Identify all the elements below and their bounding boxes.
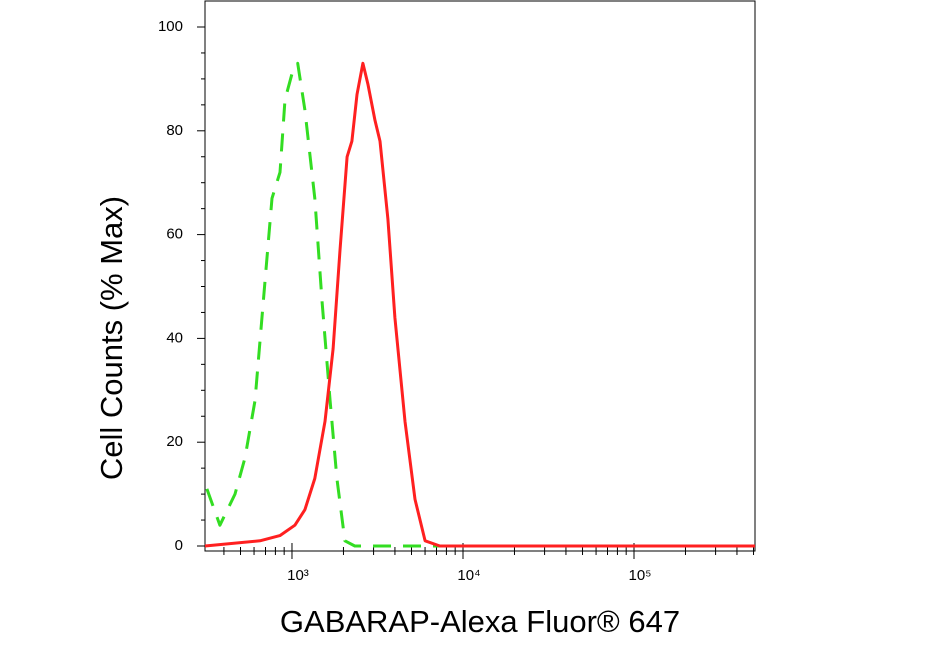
series-line — [204, 61, 755, 548]
y-axis-title: Cell Counts (% Max) — [94, 196, 129, 480]
y-tick-label: 40 — [166, 329, 183, 346]
x-axis-title: GABARAP-Alexa Fluor® 647 — [280, 604, 680, 639]
plot-frame — [204, 0, 756, 552]
x-tick-label: 10⁴ — [457, 567, 480, 584]
y-tick-label: 100 — [158, 18, 183, 35]
series-line — [205, 61, 755, 548]
x-tick-label: 10⁵ — [629, 567, 652, 584]
y-tick-label: 0 — [175, 537, 183, 554]
y-tick-label: 20 — [166, 433, 183, 450]
y-tick-label: 60 — [166, 226, 183, 243]
x-tick-label: 10³ — [287, 567, 309, 584]
y-tick-label: 80 — [166, 122, 183, 139]
